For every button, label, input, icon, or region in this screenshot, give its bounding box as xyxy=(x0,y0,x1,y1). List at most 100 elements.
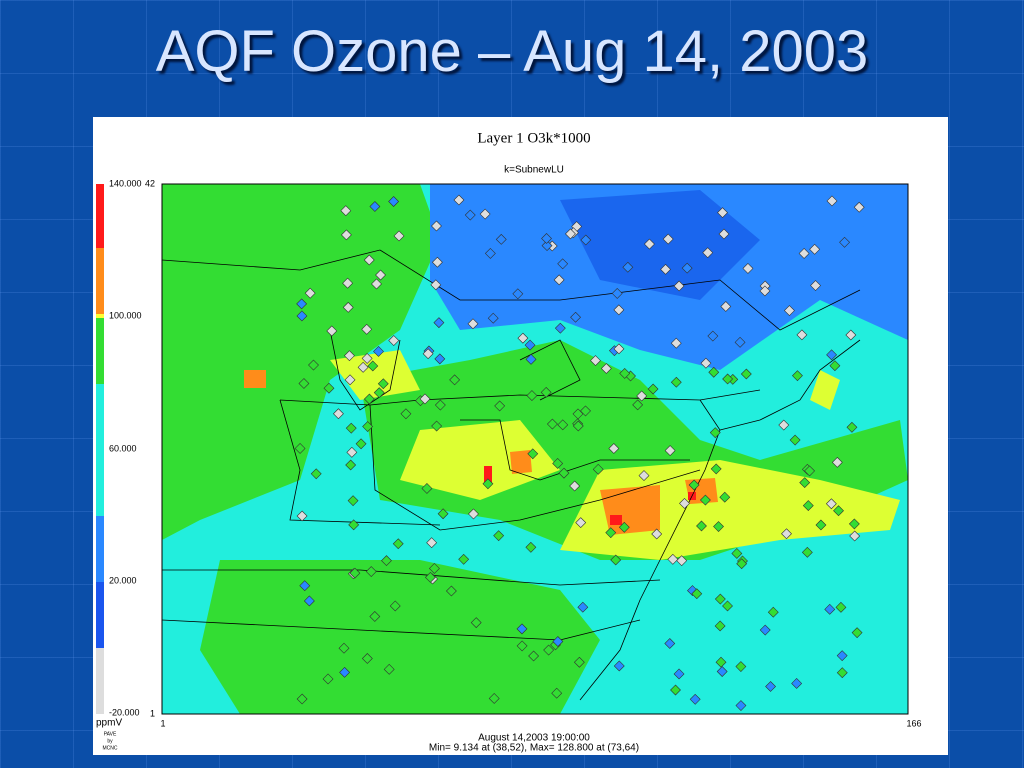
observation-marker xyxy=(541,233,552,244)
observation-markers xyxy=(294,194,865,711)
observation-marker xyxy=(363,393,375,405)
observation-marker xyxy=(552,636,564,647)
observation-marker xyxy=(572,420,584,432)
observation-marker xyxy=(304,287,316,299)
observation-marker xyxy=(784,305,795,316)
observation-marker xyxy=(482,478,494,490)
observation-marker xyxy=(543,644,555,656)
observation-marker xyxy=(557,419,569,431)
observation-marker xyxy=(552,458,564,469)
observation-marker xyxy=(718,228,730,240)
observation-marker xyxy=(715,656,727,668)
observation-marker xyxy=(349,567,361,579)
observation-marker xyxy=(681,262,693,274)
observation-marker xyxy=(389,600,401,612)
observation-marker xyxy=(487,312,499,324)
axis-label: 1 xyxy=(160,718,165,728)
observation-marker xyxy=(340,229,352,241)
observation-marker xyxy=(383,663,395,675)
observation-marker xyxy=(298,378,310,389)
observation-marker xyxy=(853,201,865,213)
observation-marker xyxy=(801,546,813,558)
colorbar-label: 20.000 xyxy=(109,575,137,585)
observation-marker xyxy=(431,256,443,268)
observation-marker xyxy=(714,593,726,605)
observation-marker xyxy=(799,477,811,489)
observation-marker xyxy=(437,508,449,520)
observation-marker xyxy=(810,280,821,291)
observation-marker xyxy=(798,248,810,259)
observation-marker xyxy=(371,278,382,290)
observation-marker xyxy=(592,463,604,475)
observation-marker xyxy=(421,483,433,494)
observation-marker xyxy=(310,468,322,480)
observation-marker xyxy=(688,479,700,491)
observation-marker xyxy=(836,667,848,679)
observation-marker xyxy=(676,555,688,567)
colorbar-label: -20.000 xyxy=(109,707,140,717)
observation-marker xyxy=(605,527,617,539)
observation-marker xyxy=(673,280,685,292)
observation-marker xyxy=(392,538,404,550)
observation-marker xyxy=(512,288,524,300)
observation-marker xyxy=(495,233,507,245)
observation-marker xyxy=(361,323,373,335)
observation-marker xyxy=(619,367,631,379)
observation-marker xyxy=(848,518,860,530)
observation-marker xyxy=(736,558,748,570)
observation-marker xyxy=(434,353,446,365)
observation-marker xyxy=(525,353,537,365)
observation-marker xyxy=(449,374,461,386)
observation-marker xyxy=(479,208,491,220)
observation-marker xyxy=(484,248,496,259)
observation-marker xyxy=(719,491,731,503)
observation-marker xyxy=(765,681,776,692)
observation-marker xyxy=(696,520,707,532)
observation-marker xyxy=(340,205,352,217)
observation-marker xyxy=(355,438,367,450)
observation-marker xyxy=(670,684,681,696)
observation-marker xyxy=(722,373,734,385)
observation-marker xyxy=(339,666,351,678)
colorbar-label: 60.000 xyxy=(109,443,137,453)
observation-marker xyxy=(381,555,392,567)
observation-marker xyxy=(488,693,500,704)
observation-marker xyxy=(400,408,412,420)
observation-marker xyxy=(802,500,814,512)
observation-marker xyxy=(713,521,724,532)
observation-marker xyxy=(557,258,569,270)
footer-stats: Min= 9.134 at (38,52), Max= 128.800 at (… xyxy=(429,743,639,754)
observation-marker xyxy=(824,603,836,615)
observation-marker xyxy=(791,678,803,689)
observation-marker xyxy=(296,693,308,705)
map xyxy=(162,184,908,714)
observation-marker xyxy=(445,585,457,597)
observation-marker xyxy=(708,366,720,378)
observation-marker xyxy=(333,408,344,420)
observation-marker xyxy=(664,638,676,649)
observation-marker xyxy=(804,465,815,477)
observation-marker xyxy=(342,277,354,289)
observation-marker xyxy=(632,399,644,411)
observation-marker xyxy=(528,650,540,662)
observation-marker xyxy=(792,370,803,382)
observation-marker xyxy=(419,393,431,405)
observation-marker xyxy=(735,661,747,672)
observation-marker xyxy=(720,301,732,312)
observation-marker xyxy=(826,195,838,207)
map-frame xyxy=(161,183,909,715)
observation-marker xyxy=(433,317,445,329)
observation-marker xyxy=(702,247,714,259)
observation-marker xyxy=(525,541,537,553)
observation-marker xyxy=(636,390,648,402)
credit: PAVE xyxy=(104,731,117,737)
observation-marker xyxy=(670,337,682,349)
credit: MCNC xyxy=(103,745,118,751)
observation-marker xyxy=(426,537,438,549)
observation-marker xyxy=(516,640,528,652)
observation-marker xyxy=(833,505,844,517)
observation-marker xyxy=(722,600,733,612)
observation-marker xyxy=(377,378,389,390)
observation-marker xyxy=(836,650,848,662)
